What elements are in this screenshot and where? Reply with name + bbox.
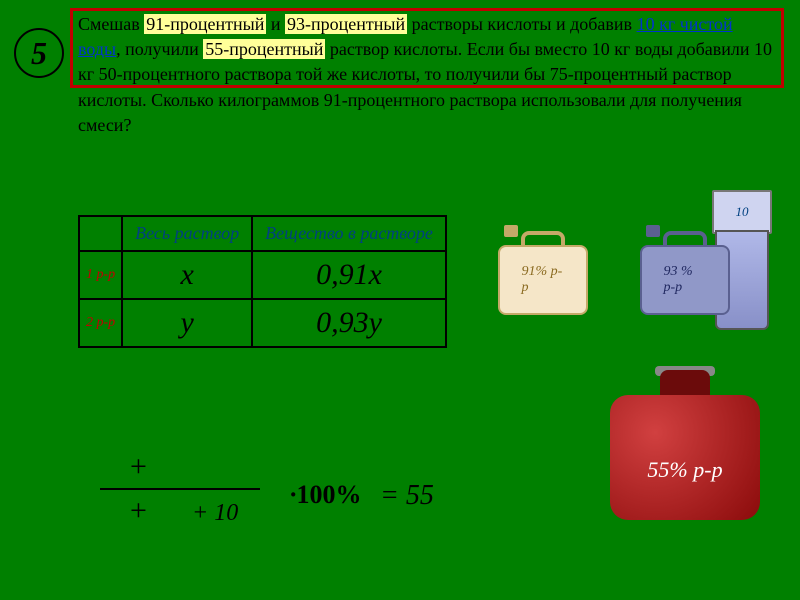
canister-cap-icon [504, 225, 518, 237]
equals-55: = 55 [380, 480, 434, 512]
cell-y: y [122, 299, 252, 347]
times-100pct: ∙100% [290, 480, 362, 510]
beaker-top: 10 [712, 190, 772, 234]
canister-handle-icon [663, 231, 707, 245]
plus-sign: + [130, 494, 147, 528]
table-row: 2 р-р y 0,93y [79, 299, 446, 347]
canister-93pct: 93 % р-р [640, 245, 730, 315]
beaker-label: 10 [714, 204, 770, 220]
row-label-2: 2 р-р [79, 299, 122, 347]
canister-91pct: 91% р-р [498, 245, 588, 315]
pot-body: 55% р-р [610, 395, 760, 520]
table-header-whole: Весь раствор [122, 216, 252, 251]
canister-body: 91% р-р [498, 245, 588, 315]
solution-table: Весь раствор Вещество в растворе 1 р-р x… [78, 215, 447, 348]
pot-result: 55% р-р [610, 370, 760, 520]
cell-x: x [122, 251, 252, 299]
table-row: 1 р-р x 0,91x [79, 251, 446, 299]
fraction-bar [100, 488, 260, 490]
canister-label: 91% р-р [522, 264, 565, 296]
canister-handle-icon [521, 231, 565, 245]
denom-plus10: + 10 [192, 500, 238, 527]
canister-body: 93 % р-р [640, 245, 730, 315]
table-header-empty [79, 216, 122, 251]
table-header-substance: Вещество в растворе [252, 216, 446, 251]
fraction-numerator: + [100, 450, 260, 484]
red-emphasis-box [70, 8, 784, 88]
row-label-1: 1 р-р [79, 251, 122, 299]
plus-sign: + [130, 450, 147, 484]
problem-number-badge: 5 [14, 28, 64, 78]
problem-number: 5 [31, 35, 47, 72]
canister-cap-icon [646, 225, 660, 237]
canister-label: 93 % р-р [664, 264, 707, 296]
pot-label: 55% р-р [647, 457, 722, 483]
cell-091x: 0,91x [252, 251, 446, 299]
cell-093y: 0,93y [252, 299, 446, 347]
